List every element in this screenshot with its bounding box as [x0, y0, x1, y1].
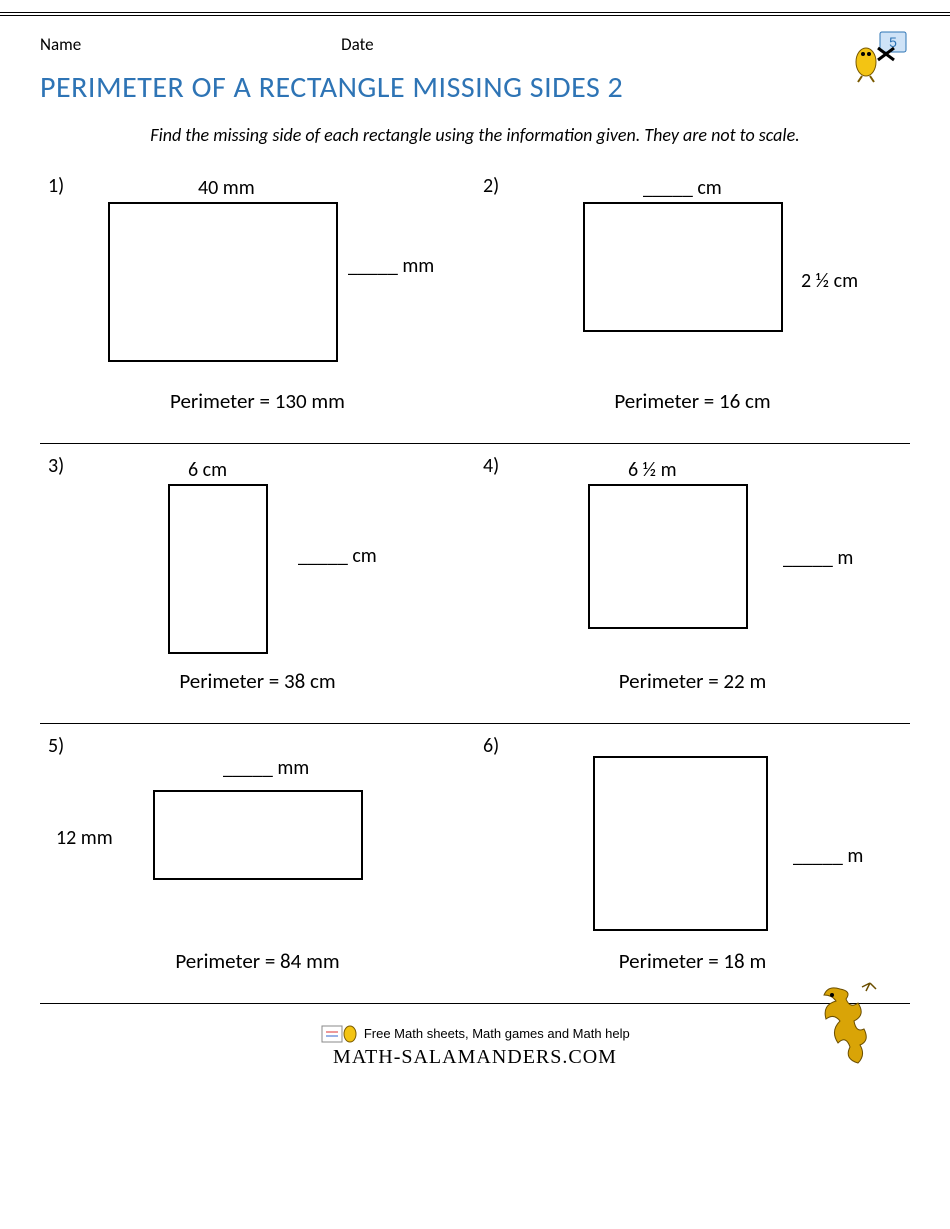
side-dimension-label: 2 ½ cm — [801, 269, 858, 293]
side-dimension-label: _____ cm — [298, 544, 377, 568]
worksheet-page: Name Date 5 PERIMETER OF A RECTANGLE MIS… — [0, 16, 950, 1099]
problem-stage: 6 ½ m _____ m — [483, 454, 902, 664]
rectangle — [153, 790, 363, 880]
perimeter-label: Perimeter = 38 cm — [48, 664, 467, 694]
problems-grid: 1)40 mm_____ mmPerimeter = 130 mm2)_____… — [40, 164, 910, 1004]
problem-stage: _____ cm 2 ½ cm — [483, 174, 902, 384]
problem-stage: 40 mm _____ mm — [48, 174, 467, 384]
footer-icon — [320, 1022, 360, 1046]
top-dimension-label: _____ cm — [643, 176, 722, 200]
rectangle — [108, 202, 338, 362]
side-dimension-label: _____ mm — [348, 254, 434, 278]
problem-stage: _____ m — [483, 734, 902, 944]
grade-logo: 5 — [850, 30, 910, 84]
side-dimension-label: _____ m — [793, 844, 863, 868]
problem-4: 4)6 ½ m_____ mPerimeter = 22 m — [475, 444, 910, 724]
date-label: Date — [341, 34, 373, 55]
side-dimension-label: _____ m — [783, 546, 853, 570]
problem-stage: 6 cm _____ cm — [48, 454, 467, 664]
problem-stage: _____ mm 12 mm — [48, 734, 467, 944]
top-dimension-label: 6 cm — [188, 458, 227, 482]
footer: Free Math sheets, Math games and Math he… — [40, 1004, 910, 1079]
problem-3: 3)6 cm_____ cmPerimeter = 38 cm — [40, 444, 475, 724]
rectangle — [168, 484, 268, 654]
worksheet-title: PERIMETER OF A RECTANGLE MISSING SIDES 2 — [40, 69, 910, 106]
top-dimension-label: 6 ½ m — [628, 458, 677, 482]
perimeter-label: Perimeter = 22 m — [483, 664, 902, 694]
rectangle — [593, 756, 768, 931]
problem-1: 1)40 mm_____ mmPerimeter = 130 mm — [40, 164, 475, 444]
footer-brand: MATH-SALAMANDERS.COM — [40, 1046, 910, 1069]
problem-5: 5)_____ mm12 mmPerimeter = 84 mm — [40, 724, 475, 1004]
name-label: Name — [40, 34, 81, 55]
rectangle — [583, 202, 783, 332]
perimeter-label: Perimeter = 16 cm — [483, 384, 902, 414]
perimeter-label: Perimeter = 84 mm — [48, 944, 467, 974]
rectangle — [588, 484, 748, 629]
top-dimension-label: _____ mm — [223, 756, 309, 780]
header-line: Name Date 5 — [40, 16, 910, 65]
perimeter-label: Perimeter = 130 mm — [48, 384, 467, 414]
problem-2: 2)_____ cm2 ½ cmPerimeter = 16 cm — [475, 164, 910, 444]
instructions: Find the missing side of each rectangle … — [40, 124, 910, 146]
salamander-icon — [810, 981, 880, 1071]
perimeter-label: Perimeter = 18 m — [483, 944, 902, 974]
footer-tagline: Free Math sheets, Math games and Math he… — [364, 1026, 630, 1041]
top-dimension-label: 40 mm — [198, 176, 255, 200]
left-dimension-label: 12 mm — [56, 826, 113, 850]
problem-6: 6)_____ mPerimeter = 18 m — [475, 724, 910, 1004]
